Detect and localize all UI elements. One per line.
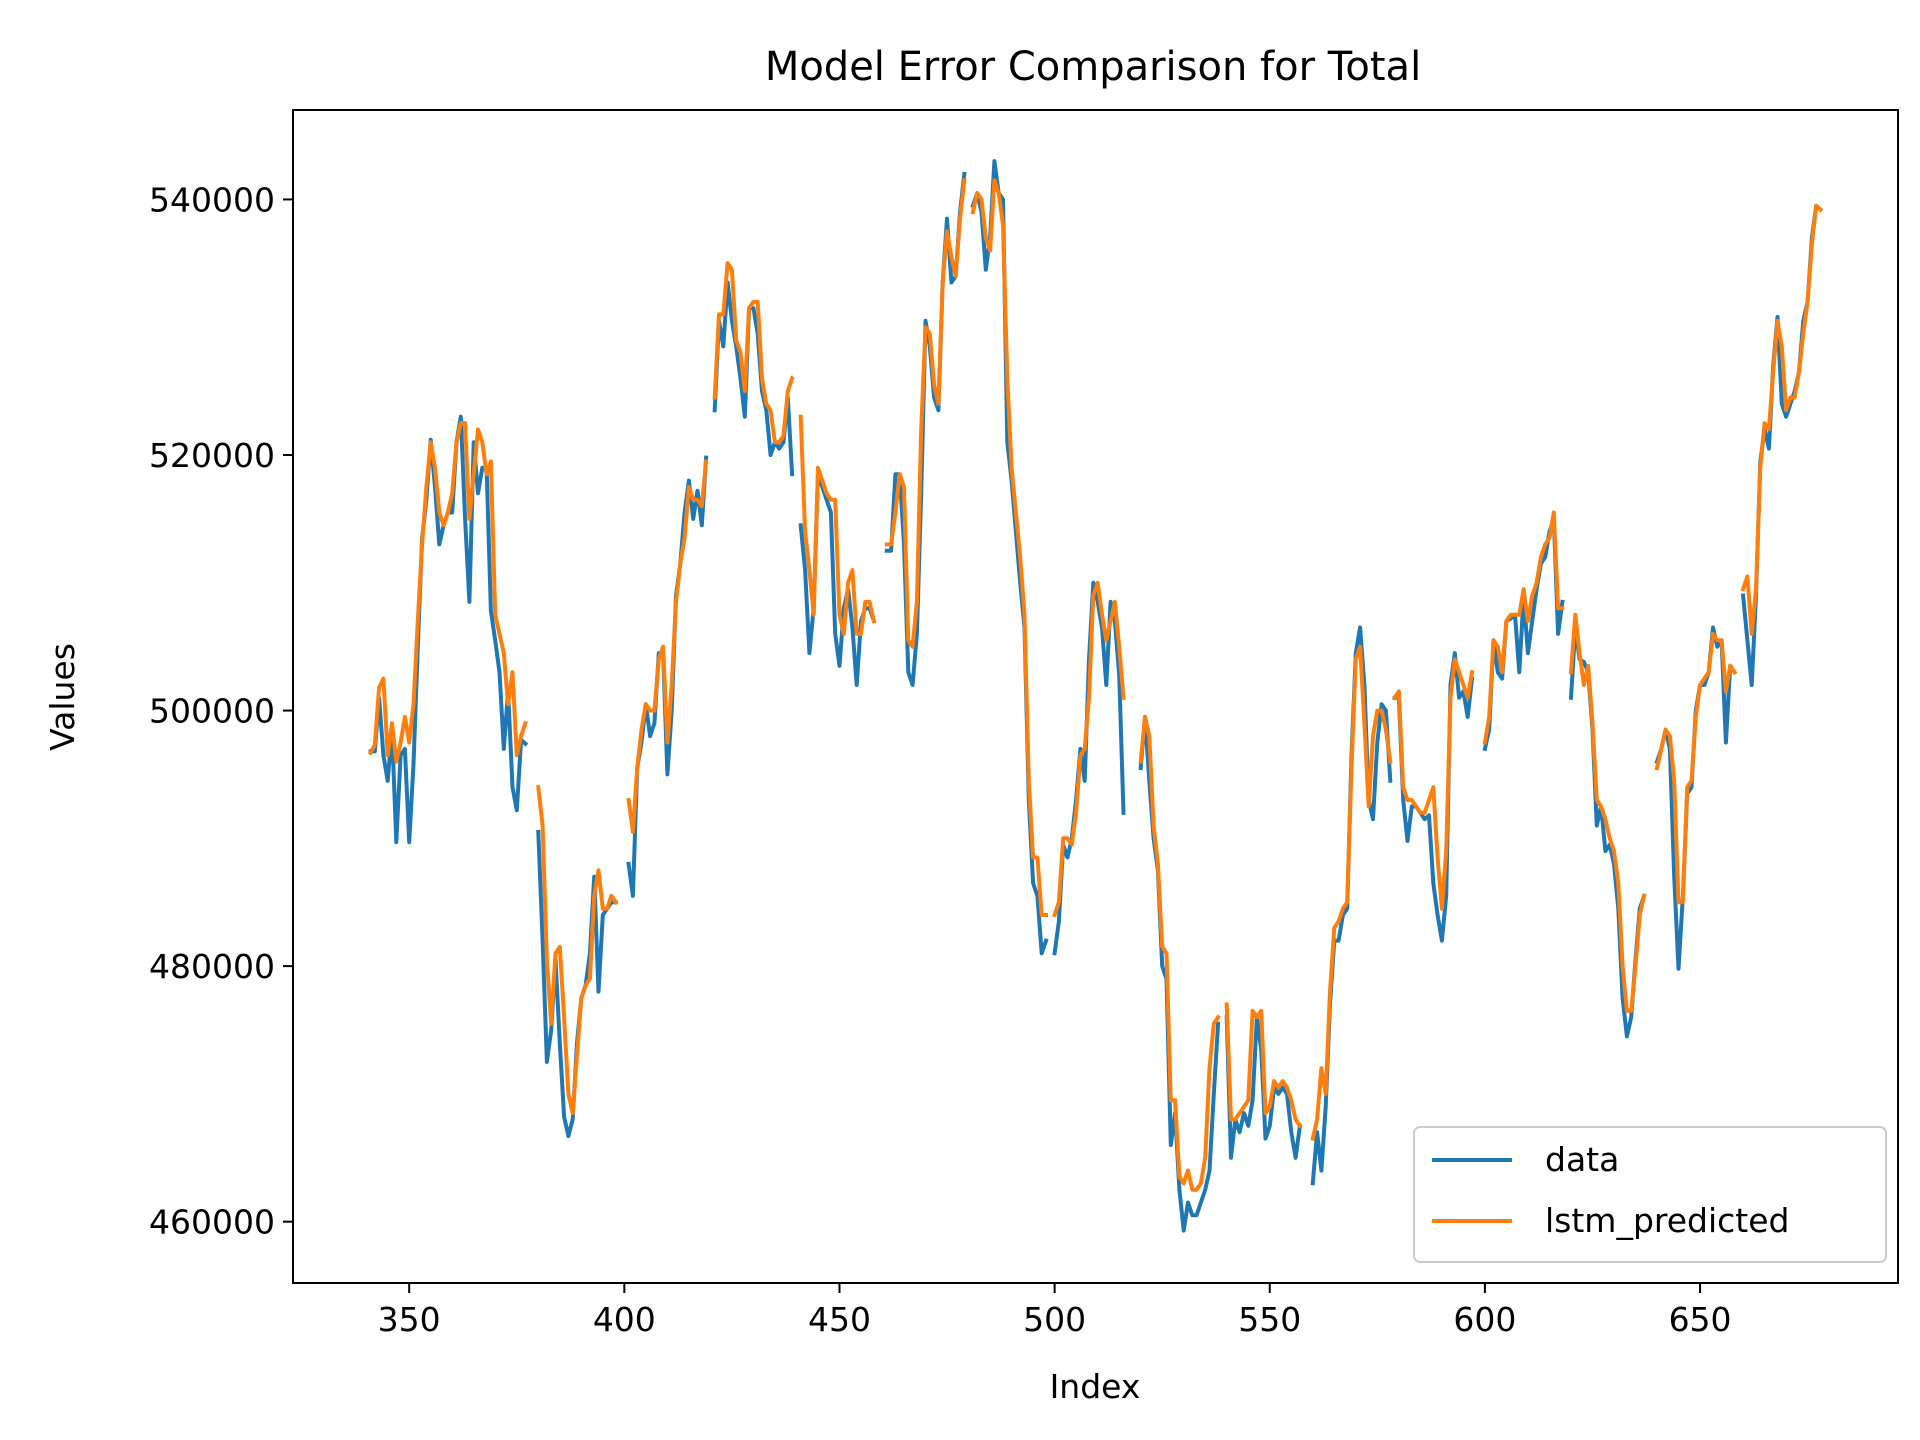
legend-label-lstm-predicted: lstm_predicted (1545, 1201, 1790, 1240)
series-line-data-segment-11 (1392, 651, 1475, 943)
x-tick-label: 400 (593, 1300, 656, 1339)
series-line-lstm-predicted-segment-12 (1482, 510, 1565, 745)
chart-title: Model Error Comparison for Total (765, 44, 1421, 90)
series-line-lstm-predicted-segment-0 (367, 421, 528, 764)
series-line-lstm-predicted-segment-5 (884, 178, 967, 649)
y-axis: 460000 480000 500000 520000 540000 (149, 180, 293, 1242)
series-line-lstm-predicted-segment-4 (798, 414, 877, 636)
plot-frame (292, 109, 1899, 1284)
x-tick-label: 450 (808, 1300, 871, 1339)
series-line-lstm-predicted-segment-9 (1224, 1002, 1303, 1129)
y-tick-label: 460000 (149, 1203, 275, 1242)
series-line-lstm-predicted-segment-11 (1391, 657, 1475, 911)
series-line-lstm-predicted-segment-14 (1654, 631, 1738, 905)
series-line-lstm-predicted-segment-7 (1052, 580, 1126, 918)
y-tick-label: 540000 (149, 180, 275, 219)
x-tick-label: 600 (1453, 1300, 1516, 1339)
x-tick-label: 500 (1023, 1300, 1086, 1339)
plot-background (293, 110, 1898, 1283)
x-axis: 350 400 450 500 550 600 650 (378, 1283, 1732, 1339)
y-tick-label: 500000 (149, 692, 275, 731)
x-tick-label: 350 (378, 1300, 441, 1339)
series-layer (367, 159, 1824, 1233)
y-tick-label: 520000 (149, 436, 275, 475)
legend-frame (1413, 1126, 1887, 1263)
series-line-lstm-predicted-segment-13 (1568, 612, 1647, 1013)
series-line-lstm-predicted-segment-10 (1310, 644, 1393, 1141)
series-line-lstm-predicted-segment-6 (970, 178, 1048, 917)
series-line-lstm-predicted-segment-3 (712, 261, 795, 445)
series-line-lstm-predicted-segment-1 (536, 784, 619, 1116)
y-axis-label: Values (43, 643, 82, 751)
y-tick-label: 480000 (149, 947, 275, 986)
x-tick-label: 550 (1238, 1300, 1301, 1339)
plot-area (292, 109, 1899, 1284)
legend-label-data: data (1545, 1140, 1619, 1179)
legend: data lstm_predicted (1413, 1126, 1887, 1263)
series-line-lstm-predicted-segment-2 (626, 459, 709, 834)
x-tick-label: 650 (1669, 1300, 1732, 1339)
x-axis-label: Index (1050, 1367, 1141, 1406)
series-line-lstm-predicted-segment-8 (1138, 714, 1221, 1192)
series-line-lstm-predicted-segment-15 (1740, 203, 1824, 636)
